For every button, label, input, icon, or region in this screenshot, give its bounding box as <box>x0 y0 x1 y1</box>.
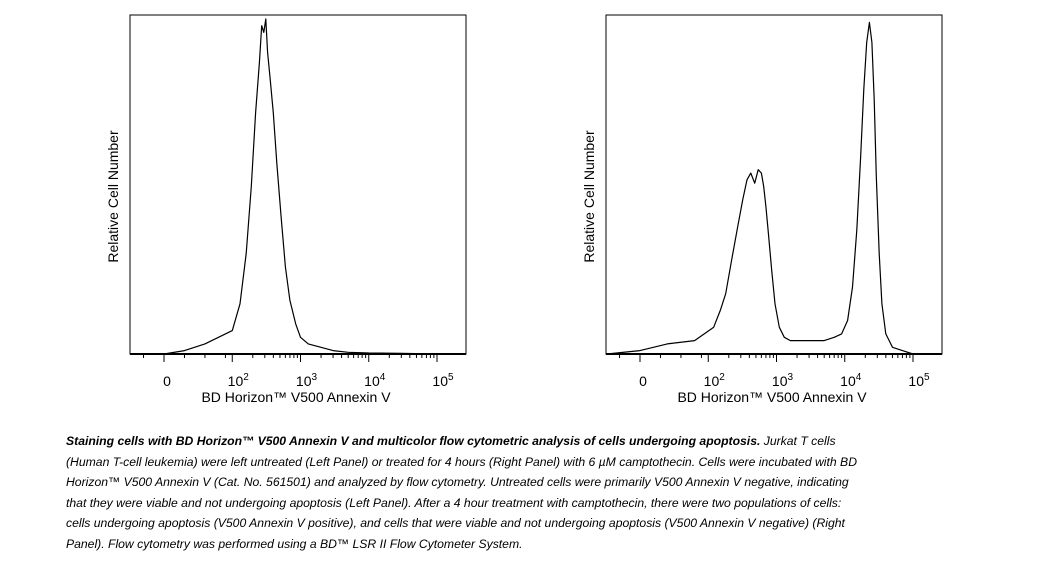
plot-frame <box>605 14 943 355</box>
x-tick-label: 105 <box>432 372 454 389</box>
y-axis-label: Relative Cell Number <box>581 130 597 263</box>
x-tick-label: 103 <box>772 372 794 389</box>
x-tick-label: 104 <box>364 372 386 389</box>
x-axis-label: BD Horizon™ V500 Annexin V <box>201 389 391 405</box>
y-axis-label: Relative Cell Number <box>105 130 121 263</box>
x-tick-label: 104 <box>840 372 862 389</box>
figure-caption: Staining cells with BD Horizon™ V500 Ann… <box>66 431 866 554</box>
plot-frame <box>129 14 467 355</box>
histogram-curve <box>131 18 465 355</box>
right-panel: 0 102 103 104 105 BD Horizon™ V500 Annexin V R… <box>581 14 943 405</box>
x-tick-label: 0 <box>163 373 171 389</box>
x-tick-label: 102 <box>704 372 726 389</box>
x-tick-label: 102 <box>228 372 250 389</box>
x-axis-label: BD Horizon™ V500 Annexin V <box>677 389 867 405</box>
x-tick-label: 0 <box>639 373 647 389</box>
x-tick-label: 105 <box>908 372 930 389</box>
left-panel: 0 102 103 104 105 BD Horizon™ V500 Annexin V R… <box>105 14 467 405</box>
caption-body: Jurkat T cells (Human T-cell leukemia) w… <box>66 434 857 551</box>
figure: 0 102 103 104 105 BD Horizon™ V500 Annexin V R… <box>105 14 943 405</box>
histogram-curve <box>606 21 941 355</box>
caption-title: Staining cells with BD Horizon™ V500 Ann… <box>66 434 761 448</box>
x-tick-label: 103 <box>296 372 318 389</box>
